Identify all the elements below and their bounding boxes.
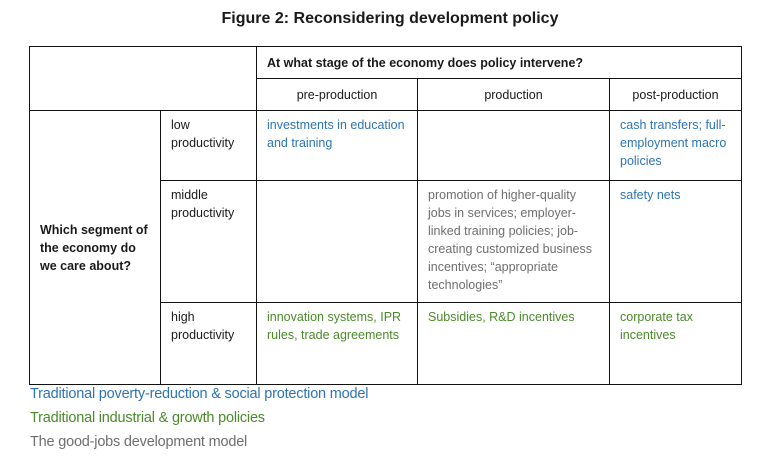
legend-item-industrial-growth: Traditional industrial & growth policies	[30, 410, 265, 426]
cell-middle-production: promotion of higher-quality jobs in serv…	[418, 181, 610, 303]
legend-item-good-jobs: The good-jobs development model	[30, 434, 247, 450]
level-label-high: high productivity	[161, 303, 257, 385]
header-row-question: At what stage of the economy does policy…	[30, 47, 742, 79]
cell-high-production: Subsidies, R&D incentives	[418, 303, 610, 385]
stage-header-post-production: post-production	[610, 79, 742, 111]
cell-middle-post: safety nets	[610, 181, 742, 303]
cell-high-post: corporate tax incentives	[610, 303, 742, 385]
stage-header-pre-production: pre-production	[257, 79, 418, 111]
cell-middle-pre	[257, 181, 418, 303]
cell-low-production	[418, 111, 610, 181]
legend-item-poverty-reduction: Traditional poverty-reduction & social p…	[30, 386, 368, 402]
empty-corner-cell	[30, 47, 257, 111]
policy-matrix-table: At what stage of the economy does policy…	[29, 46, 742, 385]
cell-low-pre: investments in education and training	[257, 111, 418, 181]
table-row-low-productivity: Which segment of the economy do we care …	[30, 111, 742, 181]
level-label-low: low productivity	[161, 111, 257, 181]
cell-low-post: cash transfers; full-employment macro po…	[610, 111, 742, 181]
row-question-header: Which segment of the economy do we care …	[30, 111, 161, 385]
stage-header-production: production	[418, 79, 610, 111]
level-label-middle: middle productivity	[161, 181, 257, 303]
column-question-header: At what stage of the economy does policy…	[257, 47, 742, 79]
cell-high-pre: innovation systems, IPR rules, trade agr…	[257, 303, 418, 385]
figure-title: Figure 2: Reconsidering development poli…	[0, 10, 780, 28]
